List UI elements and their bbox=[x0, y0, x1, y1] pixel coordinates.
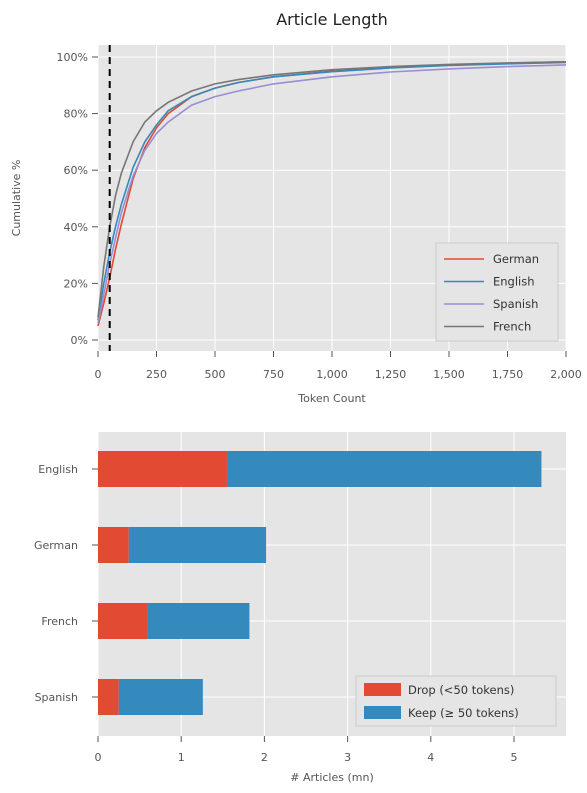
y-tick-label-german: German bbox=[34, 539, 78, 552]
bar-german-drop-50-tokens bbox=[98, 527, 129, 563]
x-tick-label-0: 0 bbox=[95, 751, 102, 764]
y-axis-ticks-top: 0% 20% 40% 60% 80% 100% bbox=[57, 51, 98, 347]
bar-english-keep-50-tokens bbox=[226, 451, 542, 487]
x-tick-label-5: 1,250 bbox=[375, 368, 407, 381]
x-axis-ticks-top: 0 250 500 750 1,000 1,250 1,500 1,750 2,000 bbox=[95, 351, 582, 381]
y-tick-label-2: 40% bbox=[64, 221, 88, 234]
chart-title: Article Length bbox=[276, 10, 388, 29]
x-tick-label-2: 2 bbox=[261, 751, 268, 764]
legend-label-english: English bbox=[493, 275, 535, 289]
legend-swatch-keep-50-tokens bbox=[364, 706, 401, 719]
legend-label-drop-50-tokens: Drop (<50 tokens) bbox=[408, 683, 514, 697]
y-tick-label-3: 60% bbox=[64, 164, 88, 177]
legend-label-german: German bbox=[493, 252, 539, 266]
bar-french-drop-50-tokens bbox=[98, 603, 148, 639]
cumulative-line-chart: 0% 20% 40% 60% 80% 100% 0 250 500 750 1,000 1,250 1… bbox=[10, 45, 582, 405]
series-lines bbox=[97, 61, 567, 327]
x-tick-label-4: 1,000 bbox=[316, 368, 348, 381]
legend-top: German English Spanish French bbox=[435, 242, 559, 342]
x-axis-label-bottom: # Articles (mn) bbox=[290, 771, 374, 784]
bar-spanish-drop-50-tokens bbox=[98, 679, 119, 715]
x-tick-label-8: 2,000 bbox=[550, 368, 582, 381]
y-tick-label-1: 20% bbox=[64, 277, 88, 290]
x-axis-label-top: Token Count bbox=[297, 392, 366, 405]
series-line-spanish bbox=[97, 64, 567, 324]
y-tick-label-0: 0% bbox=[71, 334, 88, 347]
series-line-english bbox=[97, 61, 567, 321]
bar-english-drop-50-tokens bbox=[98, 451, 227, 487]
y-tick-label-5: 100% bbox=[57, 51, 88, 64]
y-axis-label-top: Cumulative % bbox=[10, 160, 23, 237]
bars bbox=[98, 451, 542, 715]
x-axis-ticks-bottom: 0 1 2 3 4 5 bbox=[95, 736, 518, 764]
legend-label-french: French bbox=[493, 320, 531, 334]
x-tick-label-3: 750 bbox=[263, 368, 284, 381]
legend-swatch-drop-50-tokens bbox=[364, 683, 401, 696]
y-tick-label-french: French bbox=[41, 615, 78, 628]
x-tick-label-4: 4 bbox=[427, 751, 434, 764]
bar-german-keep-50-tokens bbox=[128, 527, 267, 563]
x-tick-label-5: 5 bbox=[511, 751, 518, 764]
articles-bar-chart: English German French Spanish 0 1 2 3 4 5 # Arti… bbox=[34, 432, 566, 784]
series-line-french bbox=[97, 61, 567, 318]
x-tick-label-3: 3 bbox=[344, 751, 351, 764]
legend-label-spanish: Spanish bbox=[493, 297, 538, 311]
x-tick-label-2: 500 bbox=[205, 368, 226, 381]
x-tick-label-0: 0 bbox=[95, 368, 102, 381]
y-tick-label-4: 80% bbox=[64, 108, 88, 121]
legend-label-keep-50-tokens: Keep (≥ 50 tokens) bbox=[408, 706, 519, 720]
bar-french-keep-50-tokens bbox=[147, 603, 250, 639]
bar-spanish-keep-50-tokens bbox=[118, 679, 203, 715]
y-tick-label-spanish: Spanish bbox=[35, 691, 78, 704]
x-tick-label-1: 1 bbox=[178, 751, 185, 764]
y-axis-ticks-bottom: English German French Spanish bbox=[34, 463, 98, 704]
x-tick-label-7: 1,750 bbox=[492, 368, 524, 381]
x-tick-label-6: 1,500 bbox=[433, 368, 465, 381]
x-tick-label-1: 250 bbox=[146, 368, 167, 381]
legend-bottom: Drop (<50 tokens) Keep (≥ 50 tokens) bbox=[355, 675, 557, 727]
y-tick-label-english: English bbox=[38, 463, 78, 476]
